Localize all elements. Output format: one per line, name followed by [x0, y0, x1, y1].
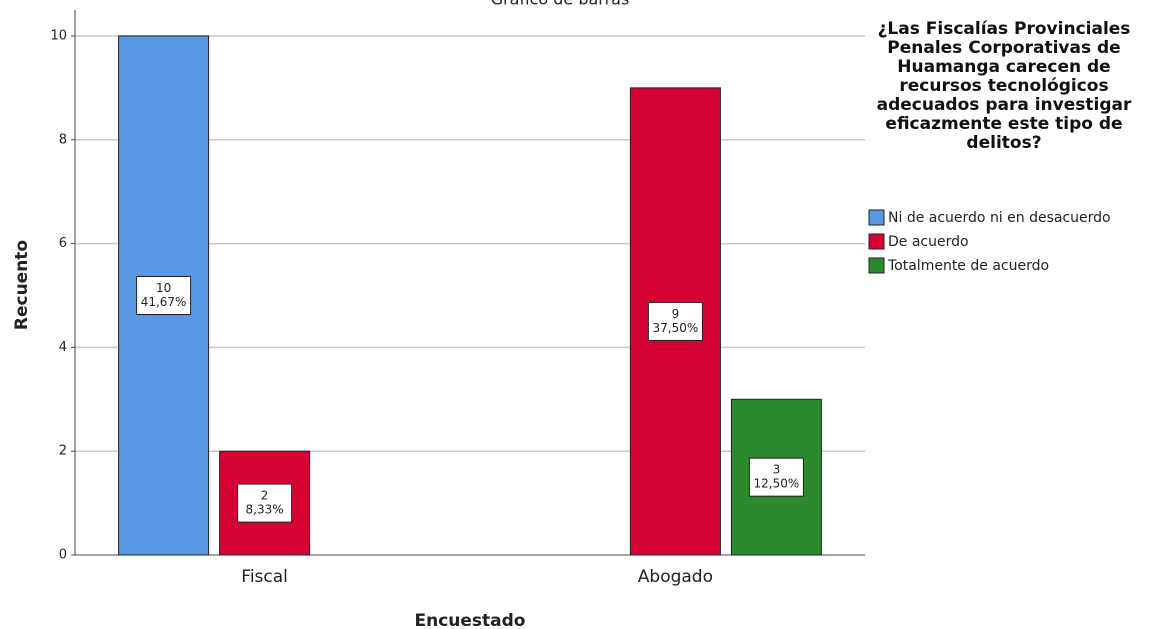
data-label: 10	[156, 281, 171, 295]
chart-title: Gráfico de barras	[491, 0, 630, 9]
y-tick-label: 6	[59, 236, 67, 251]
data-label-percent: 41,67%	[141, 295, 187, 309]
data-label-percent: 37,50%	[653, 321, 699, 335]
legend-label: De acuerdo	[888, 234, 969, 250]
y-tick-label: 10	[50, 28, 67, 43]
data-label-box	[647, 301, 703, 341]
y-axis-label: Recuento	[12, 240, 32, 330]
y-tick-label: 8	[59, 132, 67, 147]
x-tick-label: Abogado	[638, 567, 713, 587]
legend-swatch	[868, 257, 885, 274]
data-label: 9	[672, 307, 680, 321]
x-tick-label: Fiscal	[241, 567, 288, 587]
y-tick-label: 0	[59, 548, 67, 563]
legend-swatch	[868, 233, 885, 250]
y-tick-label: 2	[59, 444, 67, 459]
data-label-box	[748, 457, 804, 497]
data-label-box	[237, 483, 293, 523]
data-label-percent: 12,50%	[754, 477, 800, 491]
y-tick-label: 4	[59, 340, 67, 355]
data-label: 2	[261, 489, 269, 503]
data-label-percent: 8,33%	[246, 503, 284, 517]
legend-label: Ni de acuerdo ni en desacuerdo	[888, 210, 1111, 226]
data-label-box	[136, 275, 192, 315]
data-label: 3	[773, 463, 781, 477]
legend-title: ¿Las Fiscalías Provinciales Penales Corp…	[876, 19, 1132, 153]
x-axis-label: Encuestado	[415, 611, 526, 629]
legend-swatch	[868, 209, 885, 226]
legend-label: Totalmente de acuerdo	[887, 258, 1049, 274]
